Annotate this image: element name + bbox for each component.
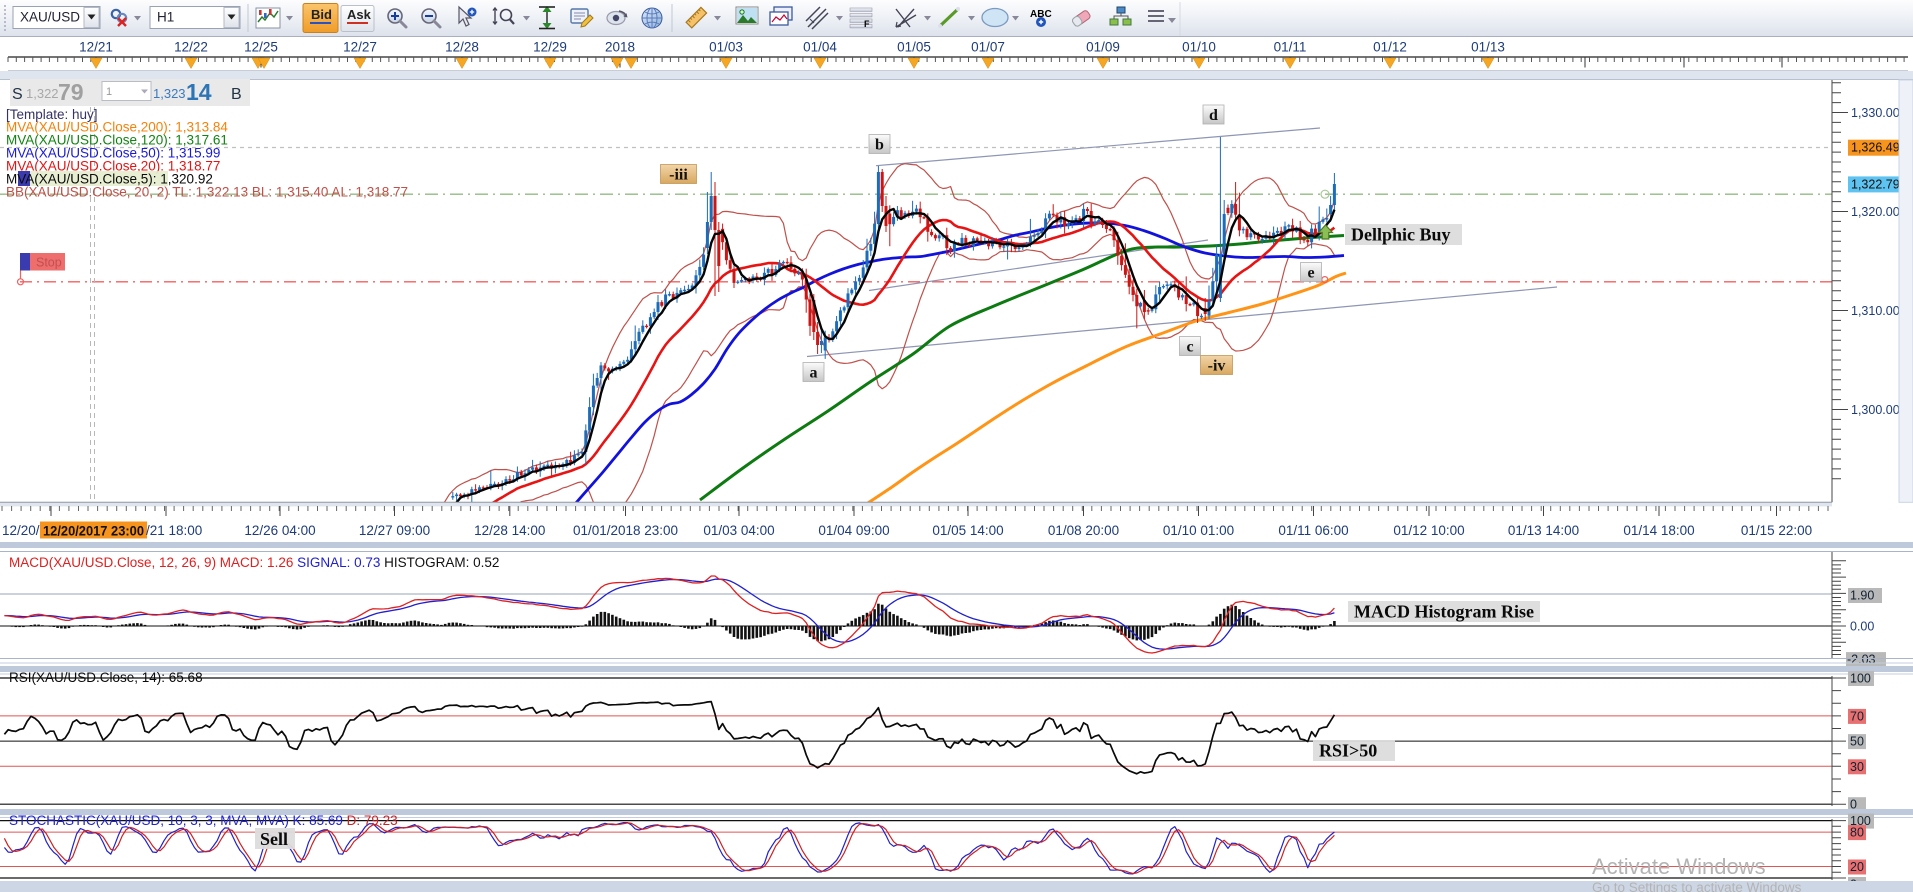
svg-text:01/08 20:00: 01/08 20:00 — [1048, 523, 1119, 538]
svg-text:01/07: 01/07 — [971, 40, 1005, 55]
svg-text:20: 20 — [1850, 860, 1864, 874]
svg-text:a: a — [810, 365, 818, 382]
svg-text:01/10: 01/10 — [1182, 40, 1216, 55]
svg-text:01/11: 01/11 — [1274, 40, 1307, 55]
svg-text:MVA(XAU/USD.Close,5): 1,320.92: MVA(XAU/USD.Close,5): 1,320.92 — [6, 172, 213, 187]
svg-text:-iv: -iv — [1208, 358, 1226, 375]
svg-text:0: 0 — [1850, 798, 1857, 812]
svg-text:1,323: 1,323 — [153, 86, 186, 101]
svg-text:30: 30 — [1850, 760, 1864, 774]
svg-text:1,310.00: 1,310.00 — [1851, 304, 1900, 318]
svg-text:XAU/USD: XAU/USD — [20, 10, 80, 25]
svg-text:MACD(XAU/USD.Close, 12, 26, 9): MACD(XAU/USD.Close, 12, 26, 9) MACD: 1.2… — [9, 555, 499, 570]
svg-text:S: S — [12, 86, 23, 103]
svg-text:50: 50 — [1850, 735, 1864, 749]
svg-text:01/13: 01/13 — [1471, 40, 1505, 55]
svg-text:[Template: huy]: [Template: huy] — [6, 107, 98, 122]
svg-text:01/14 18:00: 01/14 18:00 — [1623, 523, 1694, 538]
svg-text:MACD Histogram Rise: MACD Histogram Rise — [1354, 602, 1534, 622]
svg-text:01/13 14:00: 01/13 14:00 — [1508, 523, 1579, 538]
svg-text:MVA(XAU/USD.Close,50): 1,315.9: MVA(XAU/USD.Close,50): 1,315.99 — [6, 146, 220, 161]
svg-text:12/21: 12/21 — [79, 40, 113, 55]
svg-text:RSI(XAU/USD.Close, 14): 65.68: RSI(XAU/USD.Close, 14): 65.68 — [9, 670, 203, 685]
svg-text:01/04 09:00: 01/04 09:00 — [818, 523, 889, 538]
svg-text:MVA(XAU/USD.Close,200): 1,313.: MVA(XAU/USD.Close,200): 1,313.84 — [6, 120, 228, 135]
svg-text:1,326.49: 1,326.49 — [1851, 141, 1900, 155]
svg-text:Stop: Stop — [36, 256, 62, 270]
svg-text:BB(XAU/USD.Close, 20, 2) TL:: BB(XAU/USD.Close, 20, 2) TL: 1,322.13 BL… — [6, 185, 408, 200]
svg-text:01/15 22:00: 01/15 22:00 — [1741, 523, 1812, 538]
svg-text:1: 1 — [106, 86, 112, 98]
svg-text:ABC: ABC — [1030, 9, 1052, 20]
svg-text:Go to Settings to activate Win: Go to Settings to activate Windows — [1592, 880, 1802, 892]
svg-text:RSI>50: RSI>50 — [1319, 741, 1377, 761]
svg-text:01/12 10:00: 01/12 10:00 — [1393, 523, 1464, 538]
svg-text:2018: 2018 — [605, 40, 635, 55]
svg-text:1.90: 1.90 — [1850, 589, 1874, 603]
svg-text:1,300.00: 1,300.00 — [1851, 403, 1900, 417]
svg-text:12/22: 12/22 — [174, 40, 208, 55]
svg-text:12/28: 12/28 — [445, 40, 479, 55]
svg-text:Ask: Ask — [347, 7, 372, 22]
svg-text:01/05: 01/05 — [897, 40, 931, 55]
svg-text:01/03: 01/03 — [709, 40, 743, 55]
svg-text:70: 70 — [1850, 709, 1864, 723]
svg-text:01/04: 01/04 — [803, 40, 837, 55]
svg-text:1,322: 1,322 — [26, 86, 59, 101]
svg-text:12/28 14:00: 12/28 14:00 — [474, 523, 545, 538]
svg-text:0.00: 0.00 — [1850, 620, 1874, 634]
svg-text:80: 80 — [1850, 826, 1864, 840]
svg-text:01/12: 01/12 — [1373, 40, 1407, 55]
svg-text:01/01/2018 23:00: 01/01/2018 23:00 — [573, 523, 678, 538]
svg-text:12/26 04:00: 12/26 04:00 — [244, 523, 315, 538]
svg-text:Dellphic Buy: Dellphic Buy — [1351, 225, 1451, 245]
svg-text:-iii: -iii — [669, 167, 688, 184]
svg-text:01/11 06:00: 01/11 06:00 — [1278, 523, 1348, 538]
svg-text:MVA(XAU/USD.Close,20): 1,318.7: MVA(XAU/USD.Close,20): 1,318.77 — [6, 159, 220, 174]
svg-text:12/27: 12/27 — [343, 40, 377, 55]
svg-text:12/20/2017 23:00: 12/20/2017 23:00 — [43, 524, 144, 539]
svg-text:Sell: Sell — [260, 829, 288, 849]
svg-text:b: b — [875, 137, 884, 154]
svg-text:1,322.79: 1,322.79 — [1851, 177, 1900, 191]
svg-text:/21 18:00: /21 18:00 — [146, 523, 202, 538]
svg-text:-2.03: -2.03 — [1847, 653, 1876, 667]
svg-text:STOCHASTIC(XAU/USD, 10, 3, 3,: STOCHASTIC(XAU/USD, 10, 3, 3, MVA, MVA) … — [9, 813, 398, 828]
svg-text:100: 100 — [1850, 814, 1871, 828]
svg-text:F: F — [864, 19, 870, 29]
svg-text:12/20/: 12/20/ — [2, 523, 40, 538]
svg-text:12/29: 12/29 — [533, 40, 567, 55]
svg-text:1,330.00: 1,330.00 — [1851, 106, 1900, 120]
svg-text:Activate Windows: Activate Windows — [1592, 854, 1766, 879]
svg-text:B: B — [231, 86, 242, 103]
svg-text:12/25: 12/25 — [244, 40, 278, 55]
svg-text:d: d — [1209, 107, 1218, 124]
svg-text:c: c — [1186, 339, 1193, 356]
svg-text:MVA(XAU/USD.Close,120): 1,317.: MVA(XAU/USD.Close,120): 1,317.61 — [6, 133, 228, 148]
svg-text:e: e — [1307, 265, 1314, 282]
svg-text:H1: H1 — [157, 10, 174, 25]
svg-text:79: 79 — [58, 79, 84, 105]
svg-text:14: 14 — [186, 79, 212, 105]
svg-text:01/09: 01/09 — [1086, 40, 1120, 55]
svg-text:1,320.00: 1,320.00 — [1851, 205, 1900, 219]
svg-text:Bid: Bid — [311, 7, 332, 22]
svg-text:12/27 09:00: 12/27 09:00 — [359, 523, 430, 538]
svg-text:01/10 01:00: 01/10 01:00 — [1163, 523, 1234, 538]
svg-text:100: 100 — [1850, 672, 1871, 686]
svg-text:01/03 04:00: 01/03 04:00 — [703, 523, 774, 538]
svg-text:01/05 14:00: 01/05 14:00 — [932, 523, 1003, 538]
